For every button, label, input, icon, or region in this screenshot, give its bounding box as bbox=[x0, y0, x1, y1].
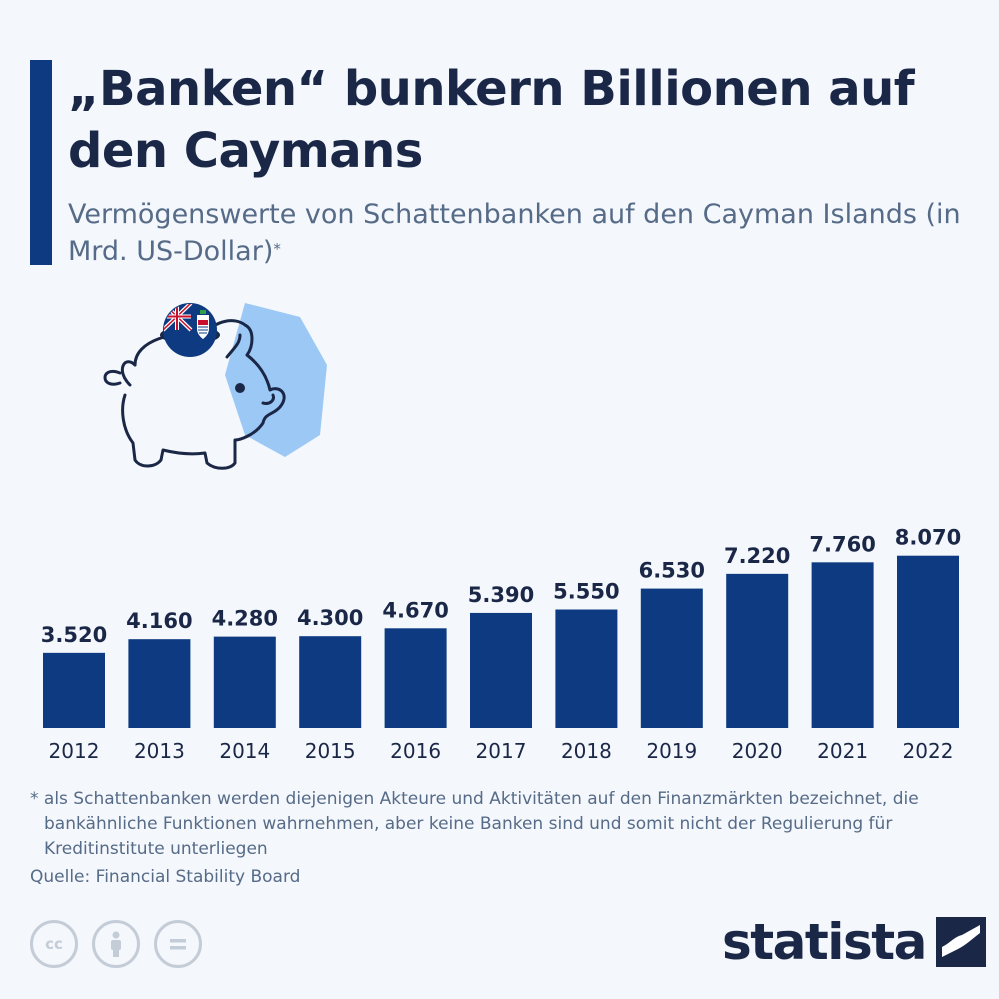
title-accent-bar bbox=[30, 60, 52, 265]
value-label-2021: 7.760 bbox=[809, 532, 875, 556]
page-subtitle: Vermögenswerte von Schattenbanken auf de… bbox=[68, 196, 968, 270]
subtitle-text: Vermögenswerte von Schattenbanken auf de… bbox=[68, 199, 961, 267]
piggy-bank-icon bbox=[103, 303, 327, 470]
page-title: „Banken“ bunkern Billionen auf den Cayma… bbox=[68, 61, 915, 179]
x-tick-2012: 2012 bbox=[49, 739, 100, 763]
bar-2018 bbox=[555, 609, 618, 728]
x-tick-2017: 2017 bbox=[476, 739, 527, 763]
footnote: * als Schattenbanken werden diejenigen A… bbox=[30, 787, 970, 862]
bar-2021 bbox=[811, 562, 874, 728]
x-tick-2018: 2018 bbox=[561, 739, 612, 763]
bar-2020 bbox=[726, 573, 789, 728]
piggy-outline bbox=[103, 319, 286, 470]
bar-2012 bbox=[43, 652, 105, 728]
statista-brand[interactable]: statista bbox=[722, 912, 986, 972]
value-label-2017: 5.390 bbox=[468, 583, 534, 607]
value-label-2020: 7.220 bbox=[724, 544, 790, 568]
value-label-2015: 4.300 bbox=[297, 606, 363, 630]
piggy-eye bbox=[235, 383, 245, 393]
bar-chart: 3.520 2012 4.160 2013 4.280 2014 4.300 2015 4.67… bbox=[41, 526, 961, 763]
no-derivatives-icon[interactable] bbox=[154, 920, 202, 968]
subtitle-footnote-mark: * bbox=[273, 240, 281, 258]
bar-2019 bbox=[640, 588, 703, 728]
bar-2016 bbox=[384, 628, 447, 728]
cayman-flag-icon bbox=[163, 303, 217, 357]
source-text: Quelle: Financial Stability Board bbox=[30, 867, 301, 887]
value-label-2019: 6.530 bbox=[639, 559, 705, 583]
bar-2014 bbox=[213, 636, 276, 728]
value-label-2022: 8.070 bbox=[895, 526, 961, 550]
value-label-2012: 3.520 bbox=[41, 623, 107, 647]
x-tick-2014: 2014 bbox=[219, 739, 270, 763]
svg-text:cc: cc bbox=[45, 935, 63, 953]
bar-2022 bbox=[897, 555, 959, 728]
x-tick-2019: 2019 bbox=[646, 739, 697, 763]
x-tick-2015: 2015 bbox=[305, 739, 356, 763]
cc-icon[interactable]: cc bbox=[30, 920, 78, 968]
bar-2017 bbox=[470, 612, 532, 728]
x-tick-2021: 2021 bbox=[817, 739, 868, 763]
bar-2015 bbox=[299, 636, 362, 728]
bar-2013 bbox=[128, 639, 191, 728]
x-tick-2022: 2022 bbox=[903, 739, 954, 763]
license-icons: cc bbox=[30, 920, 202, 968]
value-label-2018: 5.550 bbox=[553, 580, 619, 604]
x-tick-2016: 2016 bbox=[390, 739, 441, 763]
value-label-2016: 4.670 bbox=[382, 598, 448, 622]
x-tick-2020: 2020 bbox=[732, 739, 783, 763]
value-label-2013: 4.160 bbox=[126, 609, 192, 633]
statista-wordmark: statista bbox=[722, 913, 927, 971]
x-tick-2013: 2013 bbox=[134, 739, 185, 763]
statista-logo-icon bbox=[935, 917, 986, 967]
attribution-icon[interactable] bbox=[92, 920, 140, 968]
footnote-text: * als Schattenbanken werden diejenigen A… bbox=[30, 789, 919, 859]
value-label-2014: 4.280 bbox=[212, 607, 278, 631]
